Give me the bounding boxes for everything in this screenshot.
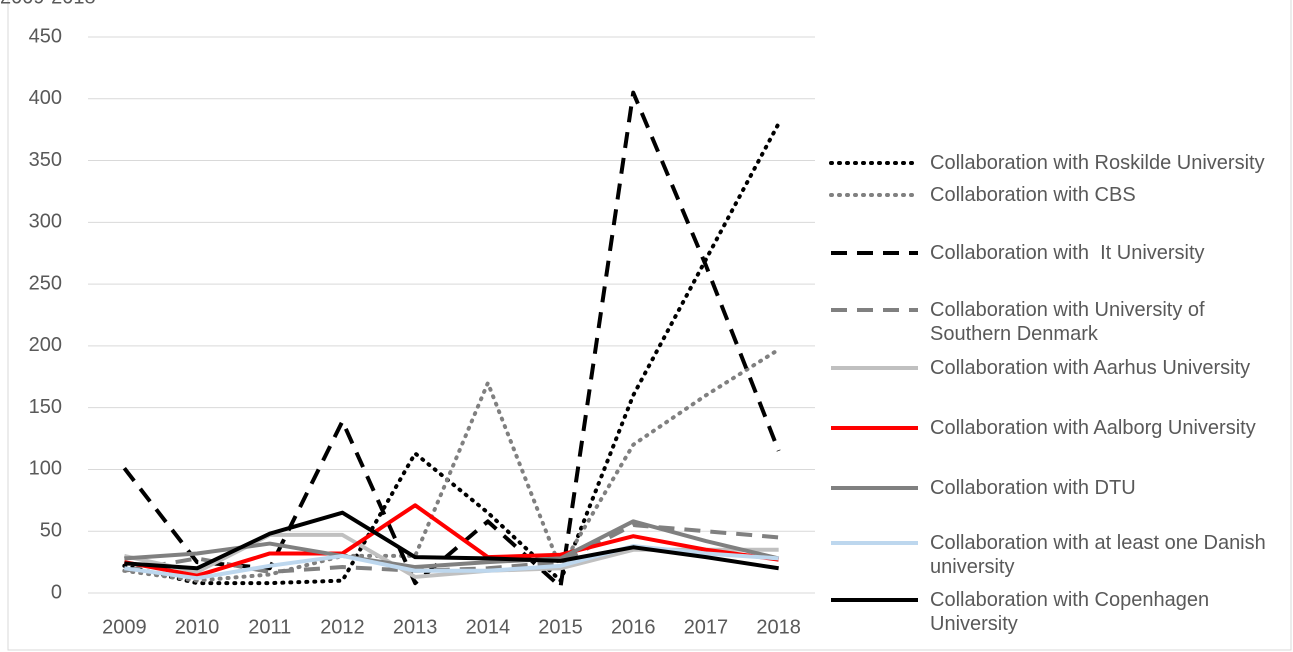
legend-label: Collaboration with Aarhus University — [930, 357, 1251, 379]
y-tick-label: 350 — [29, 149, 62, 171]
series-line — [124, 544, 779, 581]
legend-label: Collaboration with Aalborg University — [930, 417, 1256, 439]
legend-label: Collaboration with DTU — [930, 477, 1136, 499]
x-tick-label: 2011 — [248, 616, 291, 638]
series-line — [123, 503, 779, 578]
series-line — [124, 519, 780, 570]
y-tick-label: 250 — [29, 272, 62, 294]
y-tick-label: 50 — [40, 520, 62, 542]
series-line — [122, 121, 781, 586]
x-tick-label: 2010 — [175, 616, 220, 638]
x-tick-label: 2014 — [466, 616, 511, 638]
x-tick-label: 2016 — [611, 616, 656, 638]
legend-label: Collaboration with University of Souther… — [930, 299, 1211, 345]
legend-label: Collaboration with Copenhagen University — [930, 589, 1215, 635]
legend-label: Collaboration with It University — [930, 242, 1205, 264]
x-tick-label: 2015 — [538, 616, 583, 638]
legend-label: Collaboration with Roskilde University — [930, 152, 1265, 174]
y-tick-label: 200 — [29, 334, 62, 356]
y-tick-label: 100 — [29, 458, 62, 480]
y-tick-label: 300 — [29, 211, 62, 233]
series-line — [124, 510, 779, 571]
x-tick-label: 2017 — [684, 616, 729, 638]
legend-label: Collaboration with CBS — [930, 184, 1136, 206]
x-tick-label: 2012 — [320, 616, 365, 638]
y-tick-label: 150 — [29, 396, 62, 418]
chart-border — [7, 0, 1292, 651]
x-tick-label: 2018 — [756, 616, 801, 638]
legend-label: Collaboration with at least one Danish u… — [930, 532, 1272, 578]
x-tick-label: 2013 — [393, 616, 438, 638]
y-tick-label: 400 — [29, 87, 62, 109]
chart-title: 2009-2018 — [0, 0, 96, 8]
y-tick-label: 0 — [51, 581, 62, 603]
y-tick-label: 450 — [29, 25, 62, 47]
x-tick-label: 2009 — [102, 616, 147, 638]
series-line — [122, 90, 781, 589]
